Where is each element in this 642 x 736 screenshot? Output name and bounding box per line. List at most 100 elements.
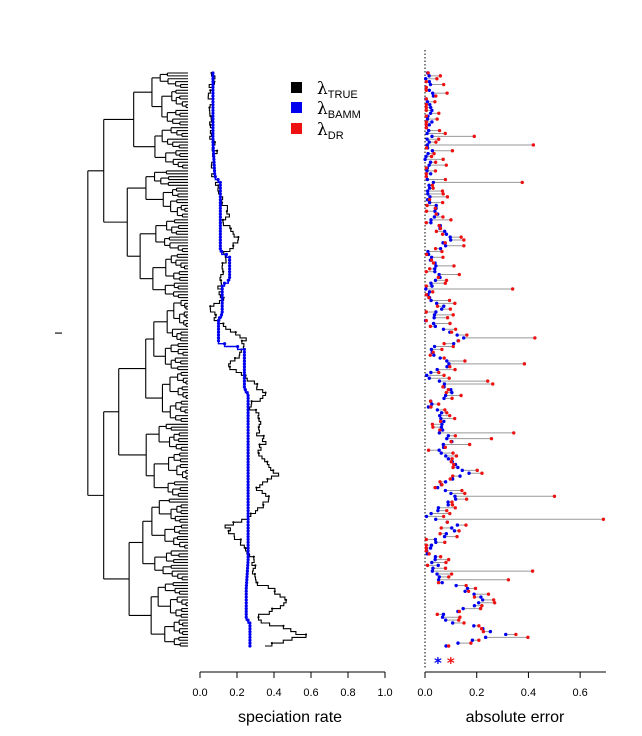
lambda-bamm-point	[228, 255, 232, 259]
bamm-error-point	[429, 347, 434, 352]
lambda-bamm-point	[244, 601, 248, 605]
bamm-error-point	[430, 120, 434, 124]
dr-error-point	[442, 341, 446, 346]
dr-error-point	[460, 488, 464, 493]
lambda-bamm-point	[216, 321, 221, 326]
dr-error-point	[444, 278, 449, 283]
lambda-bamm-point	[246, 486, 250, 490]
dr-error-point	[472, 134, 476, 139]
dr-error-point	[448, 364, 452, 369]
lambda-bamm-point	[212, 166, 216, 170]
lambda-bamm-point	[248, 641, 252, 645]
lambda-bamm-point	[242, 356, 246, 360]
dr-error-point	[448, 511, 452, 516]
bamm-error-point	[427, 200, 432, 205]
lambda-bamm-point	[246, 425, 250, 429]
lambda-bamm-point	[242, 376, 246, 380]
lambda-bamm-point	[211, 146, 215, 150]
dr-error-point	[424, 166, 428, 170]
dr-error-point	[514, 632, 518, 637]
lambda-bamm-point	[246, 462, 250, 467]
lambda-bamm-point	[218, 183, 222, 187]
dr-error-point	[438, 74, 443, 78]
bamm-error-point	[434, 540, 438, 545]
lambda-bamm-point	[228, 264, 232, 268]
dr-error-point	[438, 532, 442, 536]
bamm-error-point	[488, 629, 493, 634]
lambda-bamm-point	[242, 379, 246, 383]
lambda-true-point	[222, 270, 225, 273]
lambda-bamm-point	[246, 537, 250, 542]
bamm-error-point	[438, 356, 442, 360]
lambda-bamm-point	[246, 540, 250, 544]
x-tick-label: 0.6	[572, 687, 587, 699]
lambda-bamm-point	[228, 272, 232, 277]
legend-swatch-true	[291, 82, 302, 93]
dr-error-point	[446, 388, 451, 392]
dr-error-point	[450, 149, 455, 153]
bamm-error-point	[456, 641, 460, 645]
lambda-bamm-point	[246, 532, 250, 536]
dr-error-point	[426, 448, 431, 452]
legend-label-dr: λDR	[317, 120, 344, 142]
dr-error-point	[453, 367, 457, 372]
lambda-bamm-point	[244, 612, 248, 616]
bamm-error-point	[445, 364, 449, 369]
bamm-error-point	[432, 344, 437, 349]
lambda-true-point	[208, 106, 211, 109]
bamm-error-point	[431, 180, 436, 185]
dr-error-point	[424, 79, 428, 84]
dr-error-point	[434, 212, 438, 216]
lambda-true-point	[227, 529, 230, 532]
lambda-true-point	[240, 339, 243, 342]
lambda-bamm-point	[220, 284, 224, 288]
x-tick-label: 0.8	[340, 687, 355, 699]
lambda-bamm-point	[248, 630, 252, 634]
dr-error-point	[451, 474, 455, 478]
bamm-error-point	[430, 560, 434, 565]
lambda-bamm-point	[246, 491, 250, 495]
dr-error-point	[441, 514, 446, 519]
x-tick-label: 0.2	[229, 687, 244, 699]
dr-error-point	[453, 327, 458, 331]
bamm-error-point	[453, 497, 458, 501]
lambda-bamm-point	[216, 319, 221, 323]
dr-error-point	[467, 442, 472, 447]
bamm-error-point	[437, 448, 441, 452]
dr-error-point	[428, 267, 432, 271]
bamm-error-point	[433, 555, 438, 559]
dr-error-point	[463, 491, 467, 496]
lambda-bamm-point	[242, 385, 246, 389]
lambda-bamm-point	[244, 592, 248, 596]
bamm-error-point	[450, 390, 454, 395]
bamm-error-point	[450, 621, 455, 625]
dr-error-point	[464, 523, 468, 527]
lambda-true-point	[282, 624, 285, 627]
lambda-bamm-point	[246, 451, 250, 455]
lambda-true-point	[256, 382, 259, 386]
dr-error-point	[438, 428, 442, 432]
bamm-error-point	[425, 137, 429, 141]
bamm-error-point	[434, 310, 438, 314]
dr-error-point	[427, 197, 432, 202]
bamm-error-point	[444, 532, 449, 536]
error-dumbbells	[423, 71, 606, 648]
dr-error-point	[510, 287, 515, 291]
lambda-bamm-point	[218, 238, 222, 242]
dr-error-point	[430, 183, 435, 187]
dr-error-point	[442, 373, 446, 378]
lambda-bamm-point	[211, 152, 216, 156]
bamm-error-point	[439, 411, 444, 415]
lambda-bamm-point	[218, 206, 222, 210]
lambda-bamm-point	[212, 160, 216, 164]
bamm-error-point	[431, 321, 436, 326]
bamm-error-point	[443, 244, 448, 248]
lambda-bamm-point	[228, 267, 232, 271]
dr-error-point	[448, 413, 452, 418]
dr-error-point	[431, 261, 436, 265]
lambda-bamm-point	[246, 543, 250, 547]
dr-error-point	[431, 186, 435, 190]
lambda-bamm-point	[212, 163, 216, 167]
bamm-error-point	[452, 529, 457, 533]
bamm-error-point	[433, 267, 437, 271]
